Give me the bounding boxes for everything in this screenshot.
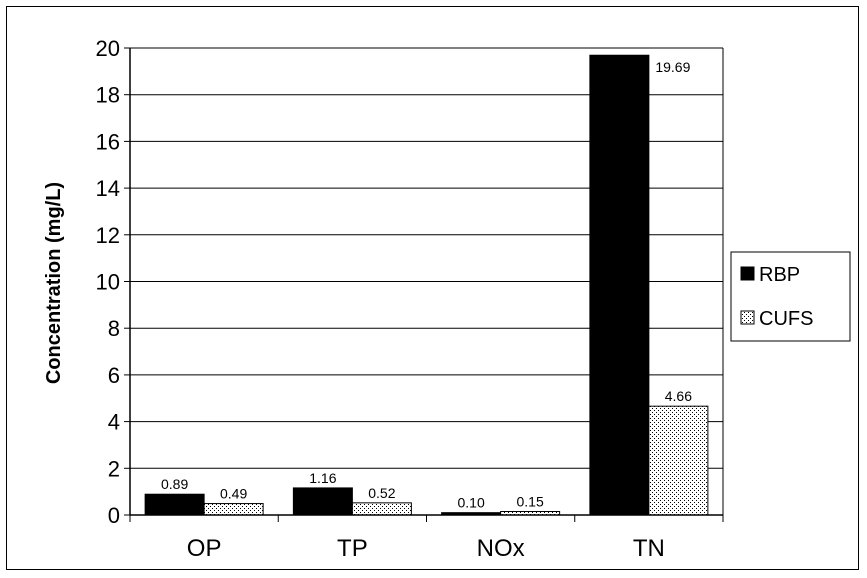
y-tick-label: 0 <box>108 503 120 528</box>
legend-swatch-cufs <box>740 310 755 325</box>
y-tick-label: 10 <box>96 270 120 295</box>
category-label: OP <box>187 535 222 562</box>
y-tick-label: 16 <box>96 129 120 154</box>
bar-rbp <box>589 54 650 516</box>
bar-cufs <box>351 502 412 516</box>
data-label: 0.15 <box>517 493 544 509</box>
axes: 0 2 4 6 8 10 12 14 16 18 20 OP TP NOx TN <box>96 36 724 562</box>
bar-rbp <box>292 487 353 516</box>
category-label: TP <box>337 535 368 562</box>
legend: RBP CUFS <box>730 251 851 342</box>
bar-cufs <box>203 503 264 516</box>
bar-cufs <box>648 405 709 516</box>
chart-frame <box>6 6 859 570</box>
data-label: 0.49 <box>220 486 247 502</box>
data-label: 19.69 <box>655 59 690 75</box>
data-label: 4.66 <box>665 388 692 404</box>
y-tick-label: 2 <box>108 456 120 481</box>
data-label: 1.16 <box>309 470 336 486</box>
y-tick-label: 20 <box>96 36 120 61</box>
data-label: 0.89 <box>161 476 188 492</box>
y-tick-label: 18 <box>96 83 120 108</box>
bars <box>144 54 709 516</box>
legend-label-rbp: RBP <box>759 264 800 286</box>
legend-swatch-rbp <box>740 266 755 281</box>
y-axis-label: Concentration (mg/L) <box>43 182 65 384</box>
data-label: 0.52 <box>368 485 395 501</box>
y-tick-label: 4 <box>108 410 120 435</box>
y-tick-label: 6 <box>108 363 120 388</box>
data-labels: 0.89 0.49 1.16 0.52 0.10 0.15 19.69 4.66 <box>161 59 692 510</box>
y-tick-label: 12 <box>96 223 120 248</box>
data-label: 0.10 <box>458 495 485 511</box>
bar-rbp <box>144 493 205 516</box>
category-label: NOx <box>477 535 525 562</box>
y-tick-label: 8 <box>108 316 120 341</box>
y-tick-label: 14 <box>96 176 120 201</box>
category-label: TN <box>633 535 665 562</box>
legend-label-cufs: CUFS <box>759 308 813 330</box>
